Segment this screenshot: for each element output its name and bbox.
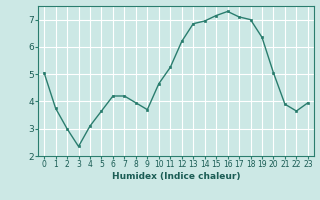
X-axis label: Humidex (Indice chaleur): Humidex (Indice chaleur) — [112, 172, 240, 181]
